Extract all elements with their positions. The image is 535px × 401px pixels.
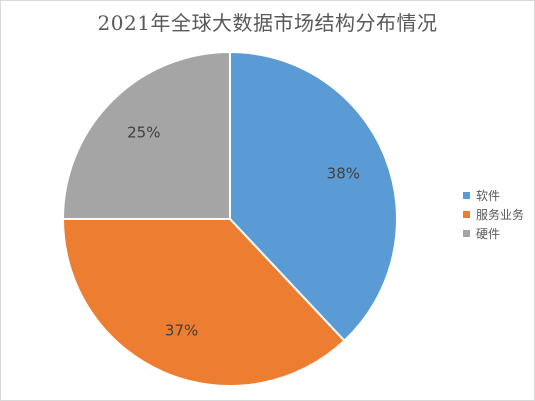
slice-software xyxy=(229,50,398,343)
data-label-services: 37% xyxy=(165,321,198,339)
legend-item-hardware: 硬件 xyxy=(463,224,524,243)
data-label-software: 38% xyxy=(327,165,360,183)
legend-swatch xyxy=(463,211,470,218)
pie-data-labels: 38% 37% 25% xyxy=(127,123,360,339)
legend-label: 软件 xyxy=(476,189,501,203)
legend-swatch xyxy=(463,192,470,199)
legend-label: 硬件 xyxy=(476,227,501,241)
legend: 软件 服务业务 硬件 xyxy=(463,186,524,243)
legend-swatch xyxy=(463,230,470,237)
slice-services xyxy=(61,218,346,387)
slice-hardware xyxy=(61,50,231,220)
pie-slices xyxy=(61,50,398,387)
data-label-hardware: 25% xyxy=(127,123,160,141)
legend-label: 服务业务 xyxy=(476,208,525,222)
legend-item-services: 服务业务 xyxy=(463,205,524,224)
chart-title: 2021年全球大数据市场结构分布情况 xyxy=(97,11,438,35)
legend-item-software: 软件 xyxy=(463,186,524,205)
